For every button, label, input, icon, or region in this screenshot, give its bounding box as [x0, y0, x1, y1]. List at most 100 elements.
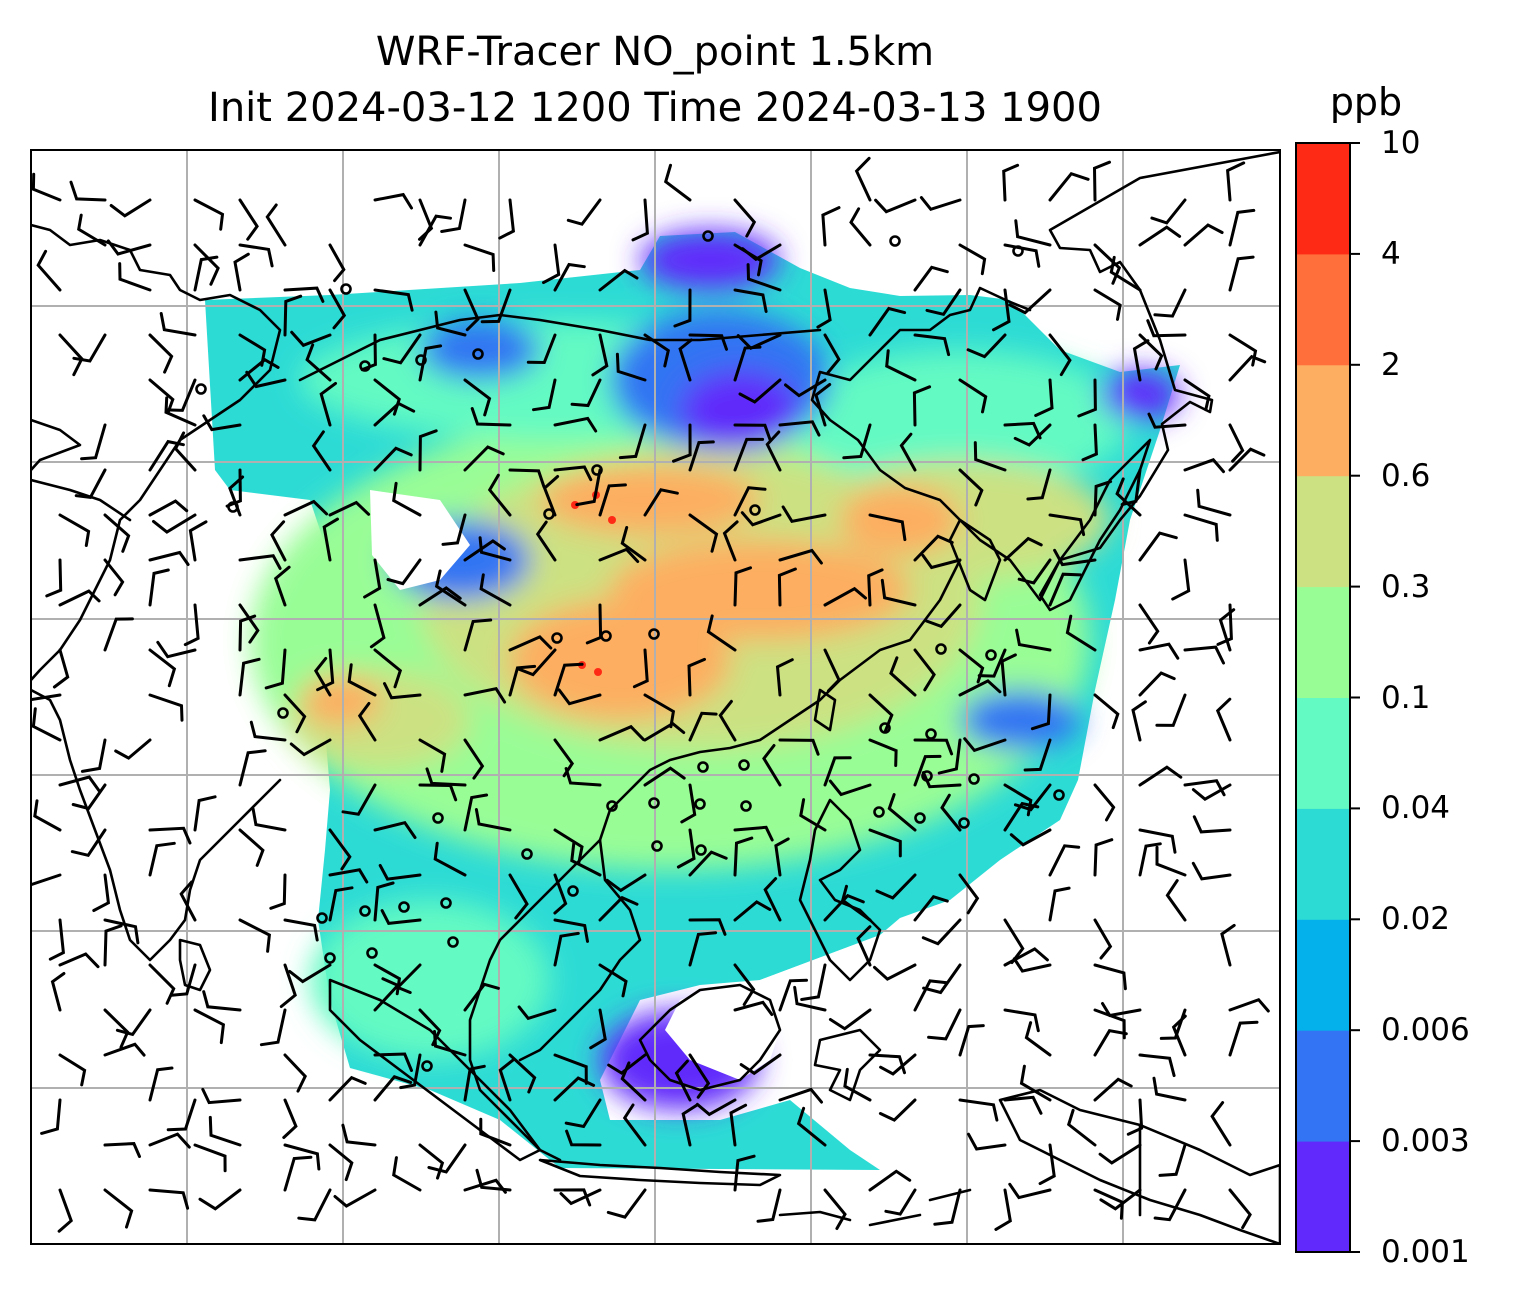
wind-barb: [1109, 255, 1142, 292]
wind-barb: [729, 1103, 748, 1147]
wind-barb: [201, 1087, 242, 1105]
calm-marker: [227, 501, 239, 513]
wind-barb: [1014, 219, 1052, 247]
wind-barb: [868, 513, 907, 542]
wind-barb: [1228, 447, 1266, 472]
wind-barb: [542, 475, 560, 517]
wind-barb: [92, 873, 111, 912]
map-plot-area: [31, 150, 1280, 1244]
wind-barb: [992, 288, 1011, 332]
wind-barb: [71, 783, 107, 811]
wind-barb: [193, 255, 219, 292]
wind-barb: [1003, 1095, 1043, 1115]
wind-barb: [1115, 477, 1142, 517]
wind-barb: [198, 1188, 242, 1211]
wind-barb: [270, 520, 287, 562]
wind-barb: [148, 963, 176, 1005]
colorbar-tick-label: 0.006: [1381, 1012, 1470, 1049]
wind-barb: [478, 536, 512, 562]
wind-barb: [718, 699, 737, 742]
wind-barb: [341, 1123, 377, 1147]
wind-barb: [688, 711, 718, 742]
wind-barb: [208, 1115, 242, 1147]
wind-barb: [282, 1098, 298, 1139]
wind-barb: [1183, 378, 1211, 412]
wind-barb: [156, 640, 197, 659]
wind-barb: [879, 1053, 917, 1076]
wind-barb: [479, 1117, 512, 1147]
calm-marker: [591, 464, 603, 476]
wind-barb: [166, 1098, 197, 1132]
wind-barb: [688, 333, 728, 351]
wind-barb: [958, 873, 980, 915]
calm-marker: [958, 817, 970, 829]
wind-barb: [643, 333, 670, 368]
wind-barb: [958, 243, 987, 276]
wind-barb: [1216, 603, 1233, 646]
calm-marker: [543, 508, 555, 520]
wind-barb: [778, 1087, 823, 1104]
wind-barb: [305, 343, 332, 382]
wind-barb: [50, 972, 66, 1012]
wind-barb: [967, 1132, 1007, 1151]
wind-barb: [591, 333, 609, 377]
wind-barb: [245, 370, 287, 389]
wind-barb: [778, 738, 820, 756]
wind-barb: [264, 648, 287, 690]
calm-marker: [521, 848, 533, 860]
wind-barb: [103, 1188, 134, 1229]
wind-barb: [1093, 838, 1114, 877]
wind-barb: [357, 702, 377, 742]
wind-barb: [738, 378, 782, 404]
wind-barb: [854, 156, 872, 202]
calm-marker: [359, 905, 371, 917]
wind-barb: [889, 656, 917, 697]
wind-barb: [1048, 572, 1082, 607]
wind-barb: [885, 349, 917, 382]
calm-marker: [567, 885, 579, 897]
wind-barb: [265, 203, 287, 247]
wind-barb: [598, 724, 645, 742]
wind-barb: [777, 567, 797, 607]
wind-barb: [31, 707, 62, 742]
wind-barb: [1066, 1108, 1097, 1147]
coastline-sulawesi: [813, 1028, 882, 1102]
wind-barb: [259, 1008, 287, 1047]
wind-barb: [821, 206, 841, 247]
wind-barb: [1099, 1188, 1142, 1211]
wind-barb: [1048, 886, 1071, 922]
wind-barb: [840, 884, 872, 922]
wind-barb: [1034, 378, 1054, 417]
wind-barb: [289, 738, 332, 757]
wind-barb: [1048, 171, 1090, 202]
wind-barb: [470, 407, 512, 427]
calm-marker: [324, 952, 336, 964]
wind-barb: [328, 288, 347, 330]
wind-barb: [823, 893, 865, 922]
coastline-sumatra: [328, 978, 542, 1162]
colorbar-tick-label: 4: [1381, 235, 1401, 272]
wind-barb: [958, 468, 984, 507]
wind-barb: [706, 614, 737, 652]
wind-barb: [475, 1168, 512, 1192]
wind-barb: [433, 1030, 467, 1057]
wind-barb: [722, 520, 739, 562]
wind-barb: [867, 568, 884, 607]
wind-barb: [1138, 1053, 1176, 1078]
wind-barb: [399, 1053, 422, 1090]
wind-barb: [589, 1008, 607, 1050]
wind-barb: [363, 558, 382, 599]
field-patch: [790, 350, 1130, 490]
wind-barb: [392, 481, 422, 517]
wind-barb: [1183, 645, 1225, 665]
field-no-data: [665, 985, 780, 1080]
wind-barb: [663, 163, 692, 202]
wind-barb: [378, 864, 422, 881]
wind-barb: [1019, 1064, 1052, 1102]
wind-barb: [763, 877, 782, 922]
wind-barb: [765, 430, 782, 472]
wind-barb: [103, 918, 140, 945]
wind-barb: [873, 963, 917, 981]
calm-marker: [702, 230, 714, 242]
wind-barb: [1183, 223, 1224, 247]
